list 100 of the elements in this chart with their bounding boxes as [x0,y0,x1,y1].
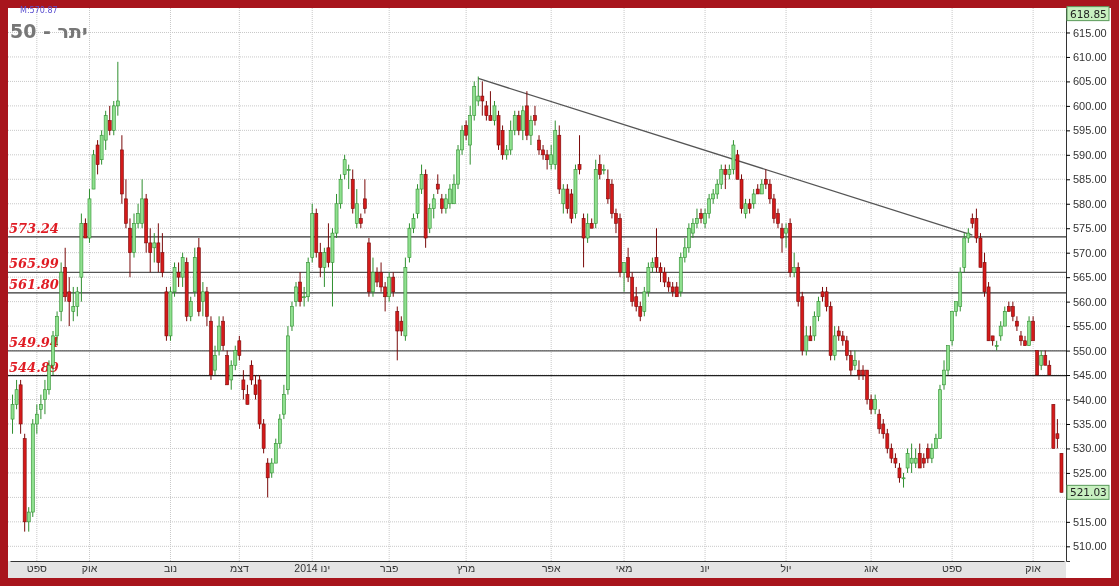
candlestick [95,139,100,175]
x-tick-label: פבר [380,562,399,575]
candlestick [516,110,521,136]
y-tick-label: 600.00 [1073,99,1107,112]
x-tick-label: יול [780,562,792,575]
y-tick-label: 525.00 [1073,466,1107,479]
candlestick [622,261,626,293]
x-tick-label: 2014 ינו [294,562,331,575]
x-tick-label: אוק [81,562,98,575]
candlestick [853,350,857,371]
y-tick-label: 590.00 [1073,148,1107,161]
candlestick [905,447,910,474]
y-tick-label: 610.00 [1073,50,1107,63]
y-tick-label: 545.00 [1073,369,1107,382]
candlestick [322,247,327,288]
y-tick-label: 560.00 [1073,295,1107,308]
candlestick [751,188,756,210]
candlestick [1031,315,1035,342]
candlestick [913,447,918,469]
candlestick [176,261,181,288]
annotation: 618.85 [1070,7,1107,20]
candlestick [857,359,861,381]
ref-line-label: 565.99 [9,256,59,272]
text: יתר - 50 [10,20,88,42]
y-tick-label: 615.00 [1073,26,1107,39]
candlestick [529,115,533,146]
candlestick [354,188,359,229]
candlestick [435,173,440,195]
y-tick-label: 510.00 [1073,540,1107,553]
y-tick-label: 515.00 [1073,515,1107,528]
x-tick-label: מאי [615,562,633,575]
candlestick [237,335,242,361]
candlestick [363,178,367,215]
candlestick [917,443,922,469]
candlestick [395,306,400,361]
x-tick-label: דצמ [229,562,249,575]
candlestick [909,443,914,474]
x-tick-label: מרץ [457,562,476,575]
candlestick [581,213,586,268]
y-tick-label: 595.00 [1073,124,1107,137]
y-tick-label: 555.00 [1073,320,1107,333]
x-tick-label: נוב [163,562,178,575]
candlestick [792,252,796,278]
candlestick [926,443,930,464]
candlestick [371,257,375,298]
x-tick-label: אוק [1025,562,1042,575]
candlestick [156,222,161,273]
annotation: M:570.87 [20,6,58,15]
candlestick [464,120,468,141]
y-tick-label: 550.00 [1073,344,1107,357]
y-tick-label: 605.00 [1073,75,1107,88]
candlestick [743,198,748,219]
candlestick [545,149,549,170]
candlestick [488,90,493,122]
y-tick-label: 585.00 [1073,173,1107,186]
candlestick [201,281,205,317]
candlestick [877,408,882,435]
ref-line-label: 561.80 [9,276,59,292]
candlestick [521,105,525,141]
ref-line-label: 573.24 [9,220,59,236]
candlestick [1019,330,1023,347]
candlestick [492,100,497,126]
candlestick [784,222,788,249]
candlestick [699,208,703,224]
y-tick-label: 575.00 [1073,222,1107,235]
y-tick-label: 570.00 [1073,246,1107,259]
candlestick [387,271,391,303]
candlestick [298,271,302,308]
candlestick [480,80,485,117]
candlestick [585,213,590,244]
candlestick [533,105,537,126]
candlestick [107,105,112,136]
candlestick [687,222,691,254]
candlestick [265,457,270,498]
candlestick [83,217,88,239]
candlestick [399,315,404,337]
y-tick-label: 530.00 [1073,442,1107,455]
annotation: 521.03 [1070,486,1107,499]
x-tick-label: אוג [864,562,879,575]
candlestick [662,266,667,288]
candlestick [152,232,157,263]
candlestick [75,286,80,317]
candlestick [873,394,877,415]
y-tick-label: 535.00 [1073,417,1107,430]
x-tick-label: יונ [700,562,710,575]
candlestick [577,134,582,175]
x-tick-label: אפר [541,562,561,575]
x-tick-label: ספט [26,562,47,575]
y-tick-label: 540.00 [1073,393,1107,406]
candlestick [391,271,396,298]
candlestick [597,154,602,180]
x-tick-label: ספט [942,562,963,575]
candlestick [188,296,193,322]
candlestick [832,325,837,361]
candlestick [326,222,331,268]
candlestick [537,134,541,156]
candlestick [375,266,379,288]
y-tick-label: 565.00 [1073,271,1107,284]
candlestick [448,183,452,210]
y-tick-label: 580.00 [1073,197,1107,210]
